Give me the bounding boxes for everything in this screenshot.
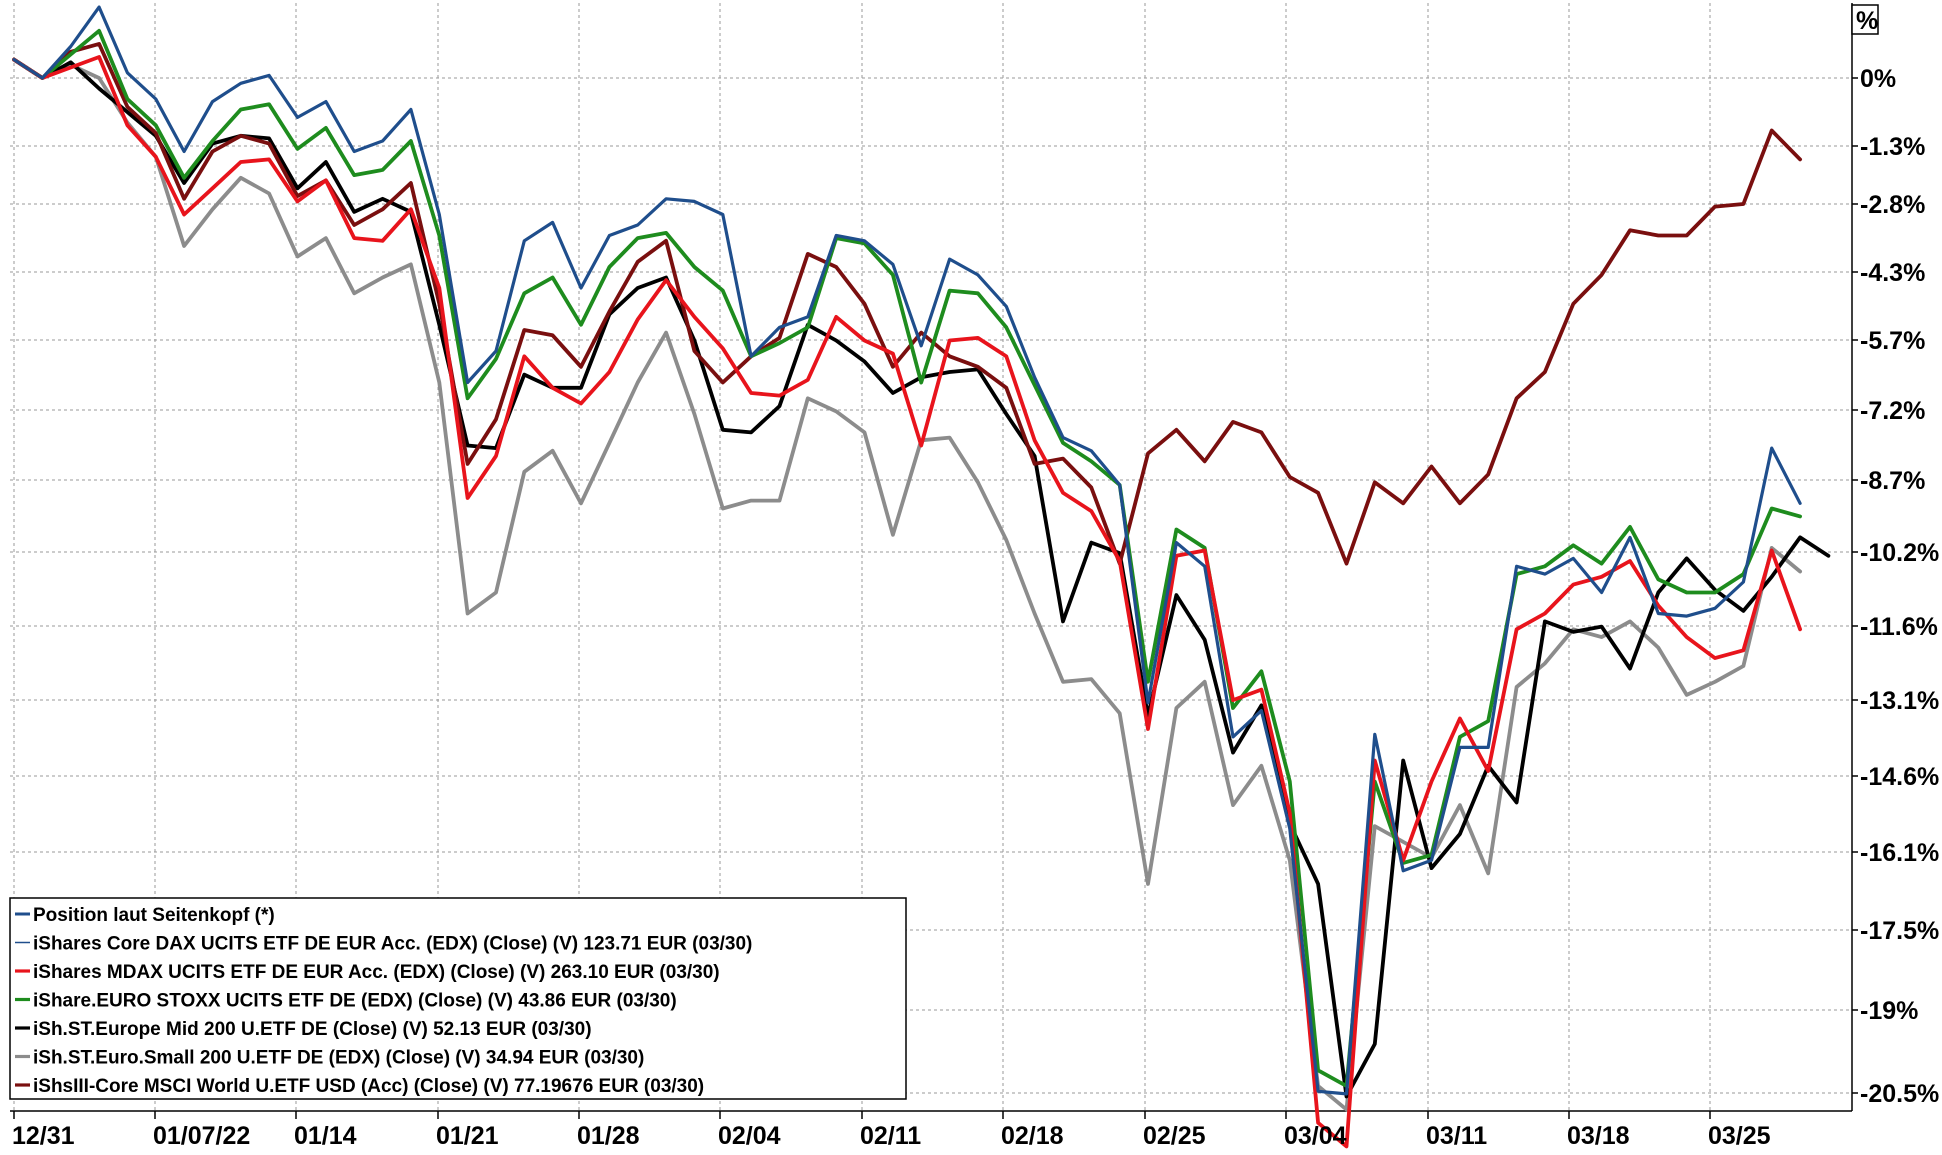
x-tick-label: 12/31 — [12, 1122, 75, 1150]
y-tick-label: -7.2% — [1860, 397, 1925, 425]
legend-entry-label: iShares MDAX UCITS ETF DE EUR Acc. (EDX)… — [33, 962, 720, 983]
x-tick-label: 02/04 — [718, 1122, 781, 1150]
y-tick-label: -10.2% — [1860, 539, 1939, 567]
x-tick-label: 03/04 — [1284, 1122, 1347, 1150]
y-tick-label: -13.1% — [1860, 687, 1939, 715]
x-tick-label: 02/11 — [860, 1122, 921, 1150]
legend-entry-label: iSh.ST.Europe Mid 200 U.ETF DE (Close) (… — [33, 1019, 592, 1040]
legend-entry-label: Position laut Seitenkopf (*) — [33, 905, 275, 926]
y-tick-label: -4.3% — [1860, 259, 1925, 287]
series-line — [12, 42, 1802, 566]
legend-box — [9, 897, 907, 1100]
legend-entry-label: iShare.EURO STOXX UCITS ETF DE (EDX) (Cl… — [33, 991, 677, 1012]
x-tick-label: 01/14 — [294, 1122, 357, 1150]
grid — [10, 3, 1852, 1111]
x-tick-label: 02/18 — [1001, 1122, 1064, 1150]
series-lines — [12, 5, 1831, 1149]
legend-entry-label: iShsIII-Core MSCI World U.ETF USD (Acc) … — [33, 1076, 704, 1097]
y-tick-label: -11.6% — [1860, 613, 1938, 641]
series-line — [12, 55, 1802, 1149]
y-axis: 0% -1.3% -2.8% -4.3% -5.7% -7.2% -8.7% -10.2% -1… — [1851, 4, 1939, 1108]
y-tick-label: -5.7% — [1860, 327, 1925, 355]
x-tick-label: 01/07/22 — [153, 1122, 250, 1150]
y-tick-label: -20.5% — [1860, 1080, 1939, 1108]
unit-box — [1851, 4, 1879, 35]
y-tick-label: -1.3% — [1860, 133, 1925, 161]
y-tick-label: -14.6% — [1860, 763, 1939, 791]
x-axis: 12/31 01/07/22 01/14 01/21 01/28 02/04 02/11 02… — [12, 1111, 1771, 1150]
y-tick-label: -2.8% — [1860, 191, 1925, 219]
legend-entry-label: iSh.ST.Euro.Small 200 U.ETF DE (EDX) (Cl… — [33, 1048, 644, 1069]
y-tick-label: 0% — [1860, 65, 1896, 93]
series-line — [12, 57, 1802, 1112]
y-tick-label: -16.1% — [1860, 839, 1939, 867]
x-tick-label: 03/25 — [1708, 1122, 1771, 1150]
legend: Position laut Seitenkopf (*) iShares Core… — [9, 897, 907, 1100]
x-tick-label: 02/25 — [1143, 1122, 1206, 1150]
y-tick-label: -19% — [1860, 997, 1918, 1025]
x-tick-label: 01/21 — [436, 1122, 499, 1150]
unit-label: % — [1856, 7, 1878, 35]
series-line — [12, 5, 1802, 1096]
legend-entry-label: iShares Core DAX UCITS ETF DE EUR Acc. (… — [33, 934, 752, 955]
plot-frame — [10, 3, 1853, 1112]
x-tick-label: 03/18 — [1567, 1122, 1630, 1150]
y-tick-label: -8.7% — [1860, 467, 1925, 495]
x-tick-label: 03/11 — [1426, 1122, 1487, 1150]
y-tick-label: -17.5% — [1860, 917, 1939, 945]
x-tick-label: 01/28 — [577, 1122, 640, 1150]
